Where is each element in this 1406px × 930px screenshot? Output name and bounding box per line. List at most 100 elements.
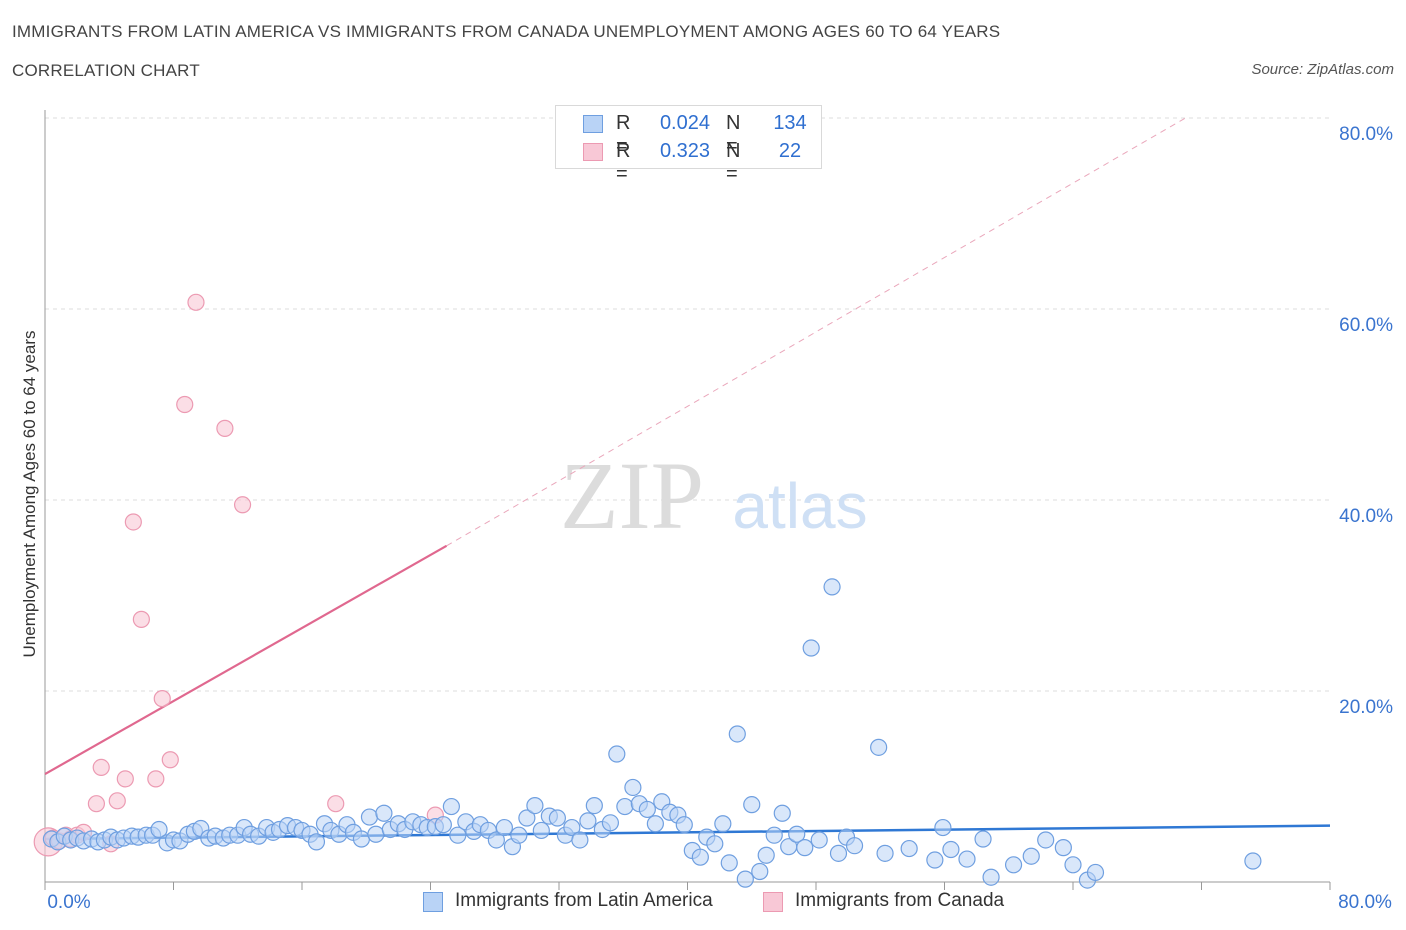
series-canada-points [33, 293, 444, 857]
latin-america-point [736, 870, 754, 888]
latin-america-point [608, 745, 626, 763]
latin-america-point [1054, 839, 1072, 857]
series-latin-america-points [42, 578, 1262, 889]
latin-america-point [934, 818, 952, 837]
latin-america-point [773, 804, 791, 822]
latin-america-point [526, 796, 544, 815]
canada-point [132, 610, 150, 628]
r-value: 0.323 [659, 140, 710, 162]
y-tick-label-60: 60.0% [1339, 315, 1393, 336]
latin-america-point [360, 808, 379, 826]
latin-america-point [1037, 831, 1055, 849]
latin-america-point [829, 844, 848, 862]
latin-america-point [434, 816, 452, 834]
latin-america-point [876, 844, 894, 862]
canada-point [124, 513, 142, 531]
y-tick-label-20: 20.0% [1339, 697, 1393, 718]
latin-america-point [1004, 856, 1023, 874]
legend-swatch-blue [423, 892, 443, 912]
latin-america-point [150, 820, 168, 839]
latin-america-point [352, 830, 371, 848]
legend-label: Immigrants from Canada [795, 890, 1005, 911]
axes [44, 110, 1331, 890]
latin-america-point [585, 796, 603, 815]
latin-america-point [796, 839, 814, 857]
n-value: 22 [778, 140, 802, 162]
latin-america-point [845, 837, 864, 855]
n-value: 134 [773, 112, 807, 134]
canada-point [92, 758, 110, 777]
latin-america-point [982, 868, 1000, 886]
x-tick-label-max: 80.0% [1338, 892, 1392, 913]
r-label: R = [616, 112, 631, 157]
x-tick-label-min: 0.0% [47, 892, 90, 913]
latin-america-point [571, 831, 589, 849]
canada-point [153, 690, 171, 708]
latin-america-point [757, 846, 775, 864]
latin-america-point [646, 815, 664, 833]
latin-america-point [579, 812, 597, 830]
legend-label: Immigrants from Latin America [455, 890, 713, 911]
latin-america-point [706, 835, 724, 853]
latin-america-point [691, 848, 709, 866]
latin-america-point [870, 738, 888, 756]
canada-point [176, 395, 194, 414]
n-label: N = [726, 112, 741, 157]
watermark-atlas: atlas [732, 470, 867, 542]
canada-point [233, 496, 252, 514]
latin-america-point [765, 826, 783, 844]
canada-point [327, 795, 345, 813]
latin-america-point [1064, 856, 1082, 874]
r-label: R = [616, 140, 631, 185]
latin-america-point [926, 851, 944, 869]
latin-america-point [495, 818, 513, 837]
latin-america-point [449, 826, 467, 844]
latin-america-point [728, 725, 746, 743]
latin-america-point [510, 826, 528, 844]
latin-america-point [942, 840, 960, 859]
latin-america-point [487, 831, 505, 849]
latin-america-point [616, 797, 634, 816]
latin-america-point [675, 816, 693, 834]
canada-point [161, 751, 179, 769]
latin-america-point [548, 809, 566, 827]
watermark-zip: ZIP [560, 442, 704, 549]
canada-point [147, 770, 165, 788]
latin-america-point [532, 821, 550, 840]
latin-america-point [974, 830, 992, 848]
legend-swatch-pink [763, 892, 783, 912]
r-value: 0.024 [659, 112, 710, 134]
y-tick-label-40: 40.0% [1339, 506, 1393, 527]
y-axis-label: Unemployment Among Ages 60 to 64 years [20, 331, 39, 658]
latin-america-point [810, 831, 828, 849]
y-tick-label-80: 80.0% [1339, 124, 1393, 145]
latin-america-point [743, 796, 761, 814]
canada-point [216, 419, 234, 437]
latin-america-point [624, 778, 642, 797]
latin-america-point [788, 825, 806, 843]
canada-point [87, 795, 106, 813]
latin-america-point [823, 578, 841, 596]
tick-labels: 0.0% 80.0% 20.0% 40.0% 60.0% 80.0% [47, 124, 1393, 913]
latin-america-point [307, 833, 326, 851]
correlation-legend: R = 0.024 N = 134 R = 0.323 N = 22 [555, 105, 822, 185]
latin-america-point [958, 850, 976, 868]
latin-america-point [638, 800, 656, 819]
canada-point [108, 792, 126, 810]
latin-america-point [802, 639, 820, 657]
latin-america-point [518, 809, 536, 827]
latin-america-point [563, 818, 581, 837]
chart-subtitle: CORRELATION CHART [12, 61, 200, 80]
n-label: N = [726, 140, 741, 185]
canada-point [116, 770, 134, 788]
latin-america-point [1086, 863, 1105, 882]
latin-america-point [1244, 852, 1262, 870]
grid-lines [45, 117, 1330, 692]
latin-america-point [751, 862, 769, 881]
latin-america-point [375, 804, 393, 822]
canada-trend-line [44, 544, 448, 776]
latin-america-point [1022, 847, 1040, 865]
latin-america-point [442, 797, 460, 816]
latin-america-point [601, 814, 620, 832]
